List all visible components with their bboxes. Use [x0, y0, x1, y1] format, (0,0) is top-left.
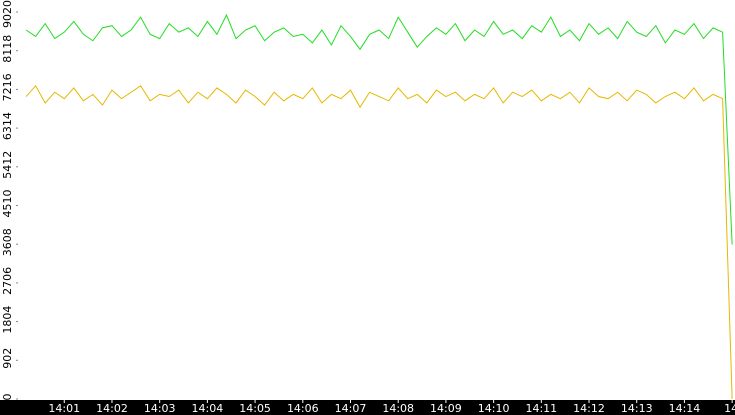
x-tick-label: 14	[724, 402, 735, 415]
x-tick-label: 14:11	[525, 402, 557, 415]
y-tick-label: 6314	[1, 112, 14, 140]
x-tick-label: 14:07	[335, 402, 367, 415]
y-tick-label: 9020	[1, 0, 14, 28]
x-tick-label: 14:14	[669, 402, 701, 415]
y-tick-label: 4510	[1, 190, 14, 218]
x-tick-label: 14:04	[192, 402, 224, 415]
y-tick-label: 1804	[1, 306, 14, 334]
x-tick-label: 14:10	[478, 402, 510, 415]
x-tick-label: 14:13	[621, 402, 653, 415]
x-tick-label: 14:03	[144, 402, 176, 415]
x-tick-label: 14:05	[239, 402, 271, 415]
x-tick-label: 14:08	[382, 402, 414, 415]
y-tick-label: 0	[1, 394, 14, 401]
x-tick-label: 14:09	[430, 402, 462, 415]
x-tick-label: 14:02	[96, 402, 128, 415]
y-tick-label: 7216	[1, 73, 14, 101]
y-tick-label: 902	[1, 348, 14, 369]
y-tick-label: 2706	[1, 267, 14, 295]
x-tick-label: 14:01	[48, 402, 80, 415]
y-tick-label: 8118	[1, 35, 14, 63]
x-axis-band	[0, 400, 735, 415]
y-tick-label: 3608	[1, 228, 14, 256]
x-tick-label: 14:06	[287, 402, 319, 415]
y-tick-label: 5412	[1, 151, 14, 179]
series-line	[25, 84, 733, 400]
x-tick-label: 14:12	[573, 402, 605, 415]
series-line	[25, 13, 733, 245]
